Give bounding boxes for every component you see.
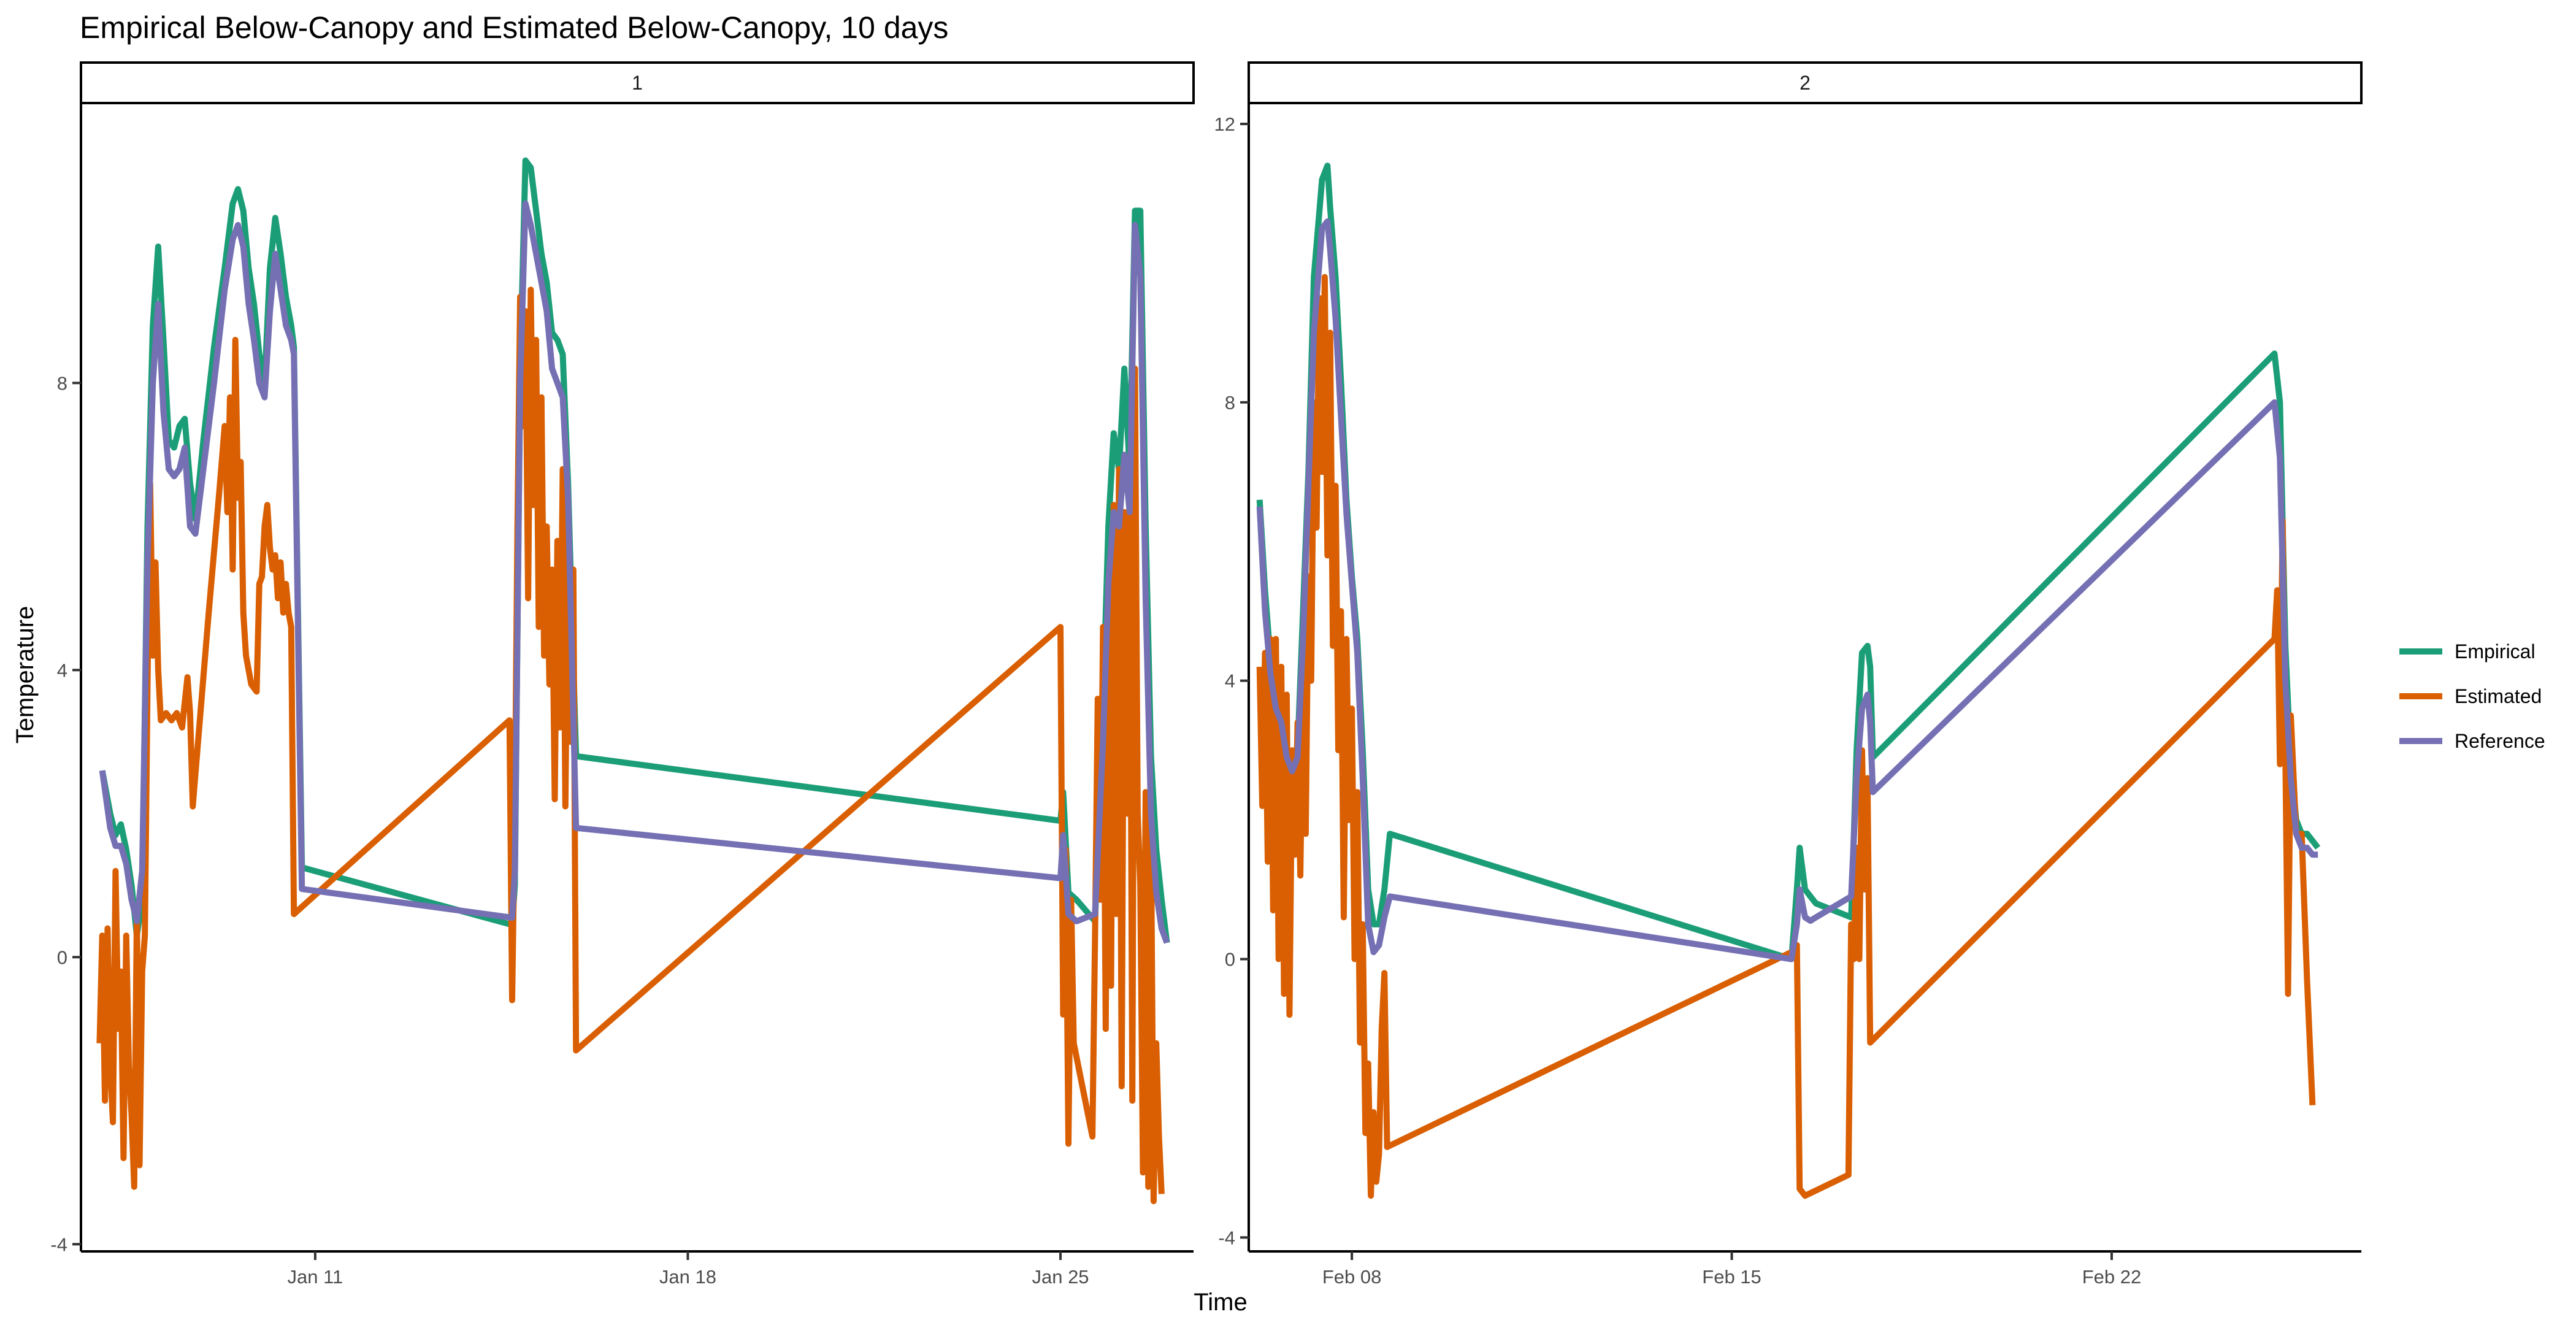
y-tick-label: 4 (1225, 670, 1235, 692)
panel-1-ticks: Jan 11 Jan 18 Jan 25 -4 0 4 8 (50, 372, 1089, 1288)
y-tick-label: -4 (1218, 1227, 1235, 1248)
legend-label-reference: Reference (2455, 730, 2545, 752)
y-tick-label: 0 (1225, 948, 1235, 970)
y-tick-label: 4 (57, 659, 67, 681)
x-tick-label: Jan 18 (659, 1266, 716, 1288)
series-line-reference-panel-2 (1256, 218, 2318, 962)
x-tick-label: Jan 25 (1032, 1266, 1089, 1288)
chart-title: Empirical Below-Canopy and Estimated Bel… (80, 10, 948, 45)
panel-1-series (96, 157, 1170, 1205)
x-tick-label: Feb 22 (2082, 1266, 2142, 1288)
y-tick-label: 8 (1225, 392, 1235, 413)
legend-label-estimated: Estimated (2455, 685, 2542, 707)
y-tick-label: 0 (57, 947, 67, 968)
facet-panel-1: 1 Jan 11 Jan 18 Jan 25 -4 0 4 8 (50, 61, 1195, 1288)
x-tick-label: Jan 11 (288, 1266, 343, 1288)
panel-2-ticks: Feb 08 Feb 15 Feb 22 -4 0 4 8 12 (1214, 113, 2142, 1288)
y-tick-label: -4 (50, 1234, 67, 1255)
panel-2-series (1256, 163, 2321, 1199)
legend-label-empirical: Empirical (2455, 640, 2536, 662)
strip-box-2 (1248, 61, 2363, 104)
legend: Empirical Estimated Reference (2399, 640, 2545, 752)
series-line-estimated-panel-1 (96, 286, 1165, 1205)
strip-label-2: 2 (1800, 72, 1811, 94)
facet-panel-2: 2 Feb 08 Feb 15 Feb 22 -4 0 4 8 12 (1214, 61, 2363, 1288)
x-tick-label: Feb 15 (1702, 1266, 1761, 1288)
series-line-reference-panel-1 (99, 200, 1170, 944)
x-tick-label: Feb 08 (1322, 1266, 1382, 1288)
y-tick-label: 12 (1214, 113, 1235, 135)
strip-label-1: 1 (632, 72, 643, 94)
y-axis-title: Temperature (12, 606, 39, 744)
y-tick-label: 8 (57, 372, 67, 394)
x-axis-title: Time (1194, 1289, 1247, 1316)
strip-box-1 (80, 61, 1195, 104)
series-line-estimated-panel-2 (1256, 274, 2316, 1199)
